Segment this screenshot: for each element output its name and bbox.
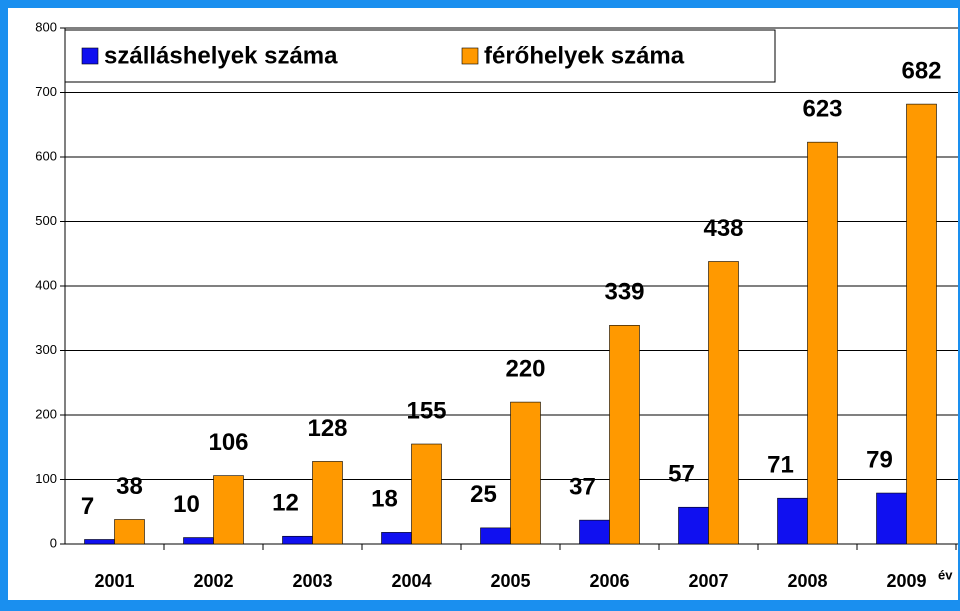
legend-swatch: [81, 47, 99, 65]
y-tick-label: 600: [35, 148, 57, 163]
legend-label: szálláshelyek száma: [104, 42, 338, 69]
bar: [213, 475, 244, 545]
y-tick-label: 0: [50, 535, 57, 550]
x-tick-label: 2005: [490, 571, 530, 591]
legend-label: férőhelyek száma: [484, 42, 685, 69]
y-tick-label: 400: [35, 277, 57, 292]
bar: [84, 539, 115, 545]
bar: [411, 443, 442, 545]
x-axis-label: év: [938, 567, 953, 582]
data-label: 438: [703, 215, 743, 242]
x-tick-label: 2002: [193, 571, 233, 591]
data-label: 623: [802, 96, 842, 123]
bar: [876, 492, 907, 545]
bar: [510, 401, 541, 545]
data-label: 220: [505, 355, 545, 382]
legend-swatch: [461, 47, 479, 65]
data-label: 57: [668, 461, 695, 488]
x-tick-label: 2007: [688, 571, 728, 591]
bar: [312, 461, 343, 545]
bar: [480, 527, 511, 545]
y-tick-label: 500: [35, 213, 57, 228]
data-label: 106: [208, 429, 248, 456]
data-label: 25: [470, 481, 497, 508]
bar: [678, 506, 709, 545]
x-tick-label: 2009: [886, 571, 926, 591]
data-label: 682: [901, 57, 941, 84]
x-tick-label: 2008: [787, 571, 827, 591]
data-label: 128: [307, 415, 347, 442]
bar: [708, 261, 739, 545]
bar: [609, 325, 640, 545]
data-label: 12: [272, 490, 299, 517]
data-label: 339: [604, 279, 644, 306]
x-tick-label: 2001: [94, 571, 134, 591]
bar: [114, 519, 145, 545]
x-tick-label: 2003: [292, 571, 332, 591]
y-tick-label: 200: [35, 406, 57, 421]
y-tick-label: 800: [35, 19, 57, 34]
bar: [579, 519, 610, 545]
x-tick-label: 2004: [391, 571, 431, 591]
data-label: 38: [116, 473, 143, 500]
y-tick-label: 700: [35, 84, 57, 99]
x-tick-label: 2006: [589, 571, 629, 591]
data-label: 71: [767, 452, 794, 479]
y-tick-label: 300: [35, 342, 57, 357]
legend-box: [64, 29, 776, 83]
bar: [807, 141, 838, 545]
y-tick-label: 100: [35, 471, 57, 486]
bar: [183, 537, 214, 545]
data-label: 79: [866, 446, 893, 473]
bar: [777, 497, 808, 545]
data-label: 10: [173, 491, 200, 518]
data-label: 7: [81, 493, 94, 520]
bar: [906, 103, 937, 545]
data-label: 155: [406, 397, 446, 424]
bar: [381, 532, 412, 545]
data-label: 37: [569, 473, 596, 500]
data-label: 18: [371, 486, 398, 513]
bar: [282, 535, 313, 545]
